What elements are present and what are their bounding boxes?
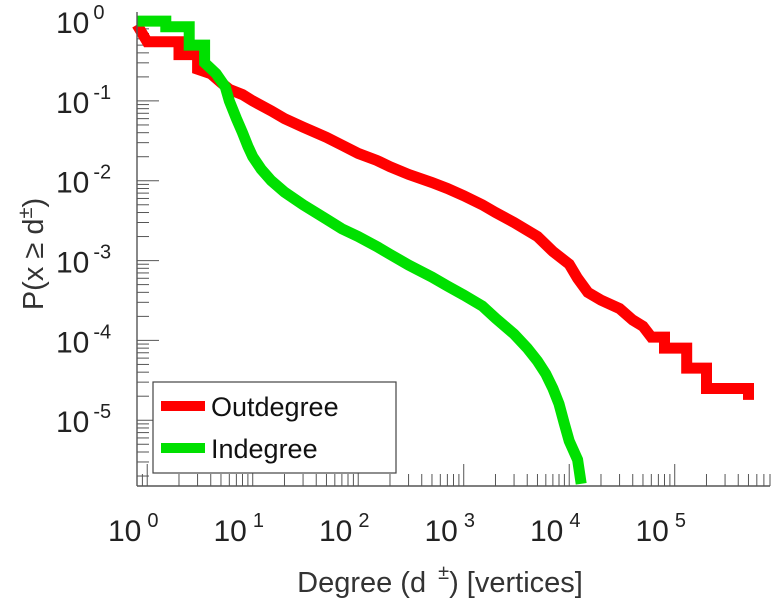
x-tick-exp: 2 xyxy=(358,510,369,532)
y-axis-label-main: P(x ≥ d xyxy=(18,218,50,310)
x-tick-label-4: 10 4 xyxy=(530,510,581,548)
y-tick-base: 10 xyxy=(56,87,89,120)
x-tick-label-1: 10 1 xyxy=(213,510,264,548)
y-tick-exp: 0 xyxy=(93,2,104,24)
x-tick-label-3: 10 3 xyxy=(424,510,475,548)
x-axis-label-tail: ) [vertices] xyxy=(449,567,583,599)
x-tick-base: 10 xyxy=(319,515,352,548)
x-tick-exp: 0 xyxy=(147,510,158,532)
y-axis-label-sup: ± xyxy=(15,207,37,218)
y-tick-base: 10 xyxy=(56,7,89,40)
y-tick-label-2: 10 -2 xyxy=(56,162,111,200)
x-tick-exp: 5 xyxy=(675,510,686,532)
y-tick-label-4: 10 -4 xyxy=(56,321,111,359)
x-tick-base: 10 xyxy=(635,515,668,548)
y-tick-exp: -5 xyxy=(93,401,111,423)
series-line-outdegree xyxy=(132,21,754,400)
y-axis-label: P(x ≥ d±) xyxy=(15,198,50,310)
x-tick-exp: 3 xyxy=(464,510,475,532)
y-tick-exp: -1 xyxy=(93,82,111,104)
series-layer xyxy=(132,15,754,485)
axis-minor-ticks xyxy=(136,20,771,486)
legend-label-indegree: Indegree xyxy=(211,434,318,464)
x-axis-label-main: Degree (d xyxy=(297,567,426,599)
x-tick-base: 10 xyxy=(108,515,141,548)
x-tick-labels: 10 0 10 1 10 2 10 3 10 4 10 5 xyxy=(108,510,686,548)
y-tick-exp: -2 xyxy=(93,162,111,184)
x-tick-label-2: 10 2 xyxy=(319,510,370,548)
x-tick-label-5: 10 5 xyxy=(635,510,686,548)
x-tick-exp: 1 xyxy=(253,510,264,532)
y-tick-label-1: 10 -1 xyxy=(56,82,111,120)
y-tick-exp: -3 xyxy=(93,242,111,264)
y-tick-base: 10 xyxy=(56,167,89,200)
legend: Outdegree Indegree xyxy=(152,381,397,474)
x-tick-label-0: 10 0 xyxy=(108,510,159,548)
x-tick-exp: 4 xyxy=(569,510,580,532)
y-tick-label-5: 10 -5 xyxy=(56,401,111,439)
axes-layer xyxy=(136,12,770,487)
y-tick-base: 10 xyxy=(56,326,89,359)
x-tick-base: 10 xyxy=(213,515,246,548)
x-axis-label: Degree (d ±) [vertices] xyxy=(297,562,583,599)
y-tick-label-3: 10 -3 xyxy=(56,242,111,280)
y-tick-exp: -4 xyxy=(93,321,111,343)
y-tick-label-0: 10 0 xyxy=(56,2,105,40)
y-tick-base: 10 xyxy=(56,247,89,280)
legend-label-outdegree: Outdegree xyxy=(211,392,339,422)
series-line-indegree xyxy=(137,15,587,485)
y-tick-base: 10 xyxy=(56,406,89,439)
x-tick-base: 10 xyxy=(424,515,457,548)
legend-box xyxy=(152,381,397,474)
x-tick-base: 10 xyxy=(530,515,563,548)
x-axis-label-sup: ± xyxy=(438,562,449,584)
y-axis-label-tail: ) xyxy=(18,198,50,208)
